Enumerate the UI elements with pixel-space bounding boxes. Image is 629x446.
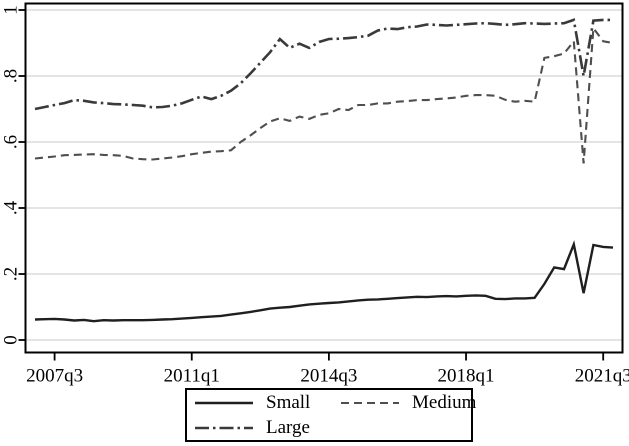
y-tick-label: .8 — [1, 69, 22, 83]
y-tick-label: .4 — [1, 200, 22, 215]
x-tick-label: 2014q3 — [300, 366, 357, 387]
series-line-medium — [34, 25, 614, 164]
x-tick-label: 2021q3 — [575, 366, 629, 387]
x-tick-label: 2007q3 — [26, 366, 83, 387]
y-tick-label: 0 — [1, 335, 22, 345]
legend-item-large: Large — [193, 416, 339, 439]
legend-swatch-medium-line — [341, 401, 399, 404]
chart-legend: Small Medium Large — [185, 388, 476, 442]
legend-swatch-small-line — [195, 401, 253, 404]
plot-border — [24, 2, 624, 354]
legend-label-small: Small — [266, 392, 311, 413]
y-tick-label: 1 — [1, 5, 22, 15]
x-tick-label: 2018q1 — [438, 366, 495, 387]
x-tick-label: 2011q1 — [164, 366, 220, 387]
series-line-large — [34, 18, 613, 111]
y-tick-label: .6 — [1, 135, 22, 149]
series-line-small — [34, 240, 614, 323]
legend-swatch-large-line — [195, 426, 253, 429]
y-tick-label: .2 — [1, 267, 22, 281]
plot-area: 0 .2 .4 .6 .8 1 2007q3 2011q1 2014q3 2018q1 2021q3 — [1, 2, 629, 387]
legend-label-large: Large — [266, 417, 310, 438]
legend-label-medium: Medium — [412, 392, 477, 413]
legend-item-medium: Medium — [339, 391, 476, 414]
legend-item-small: Small — [193, 391, 339, 414]
